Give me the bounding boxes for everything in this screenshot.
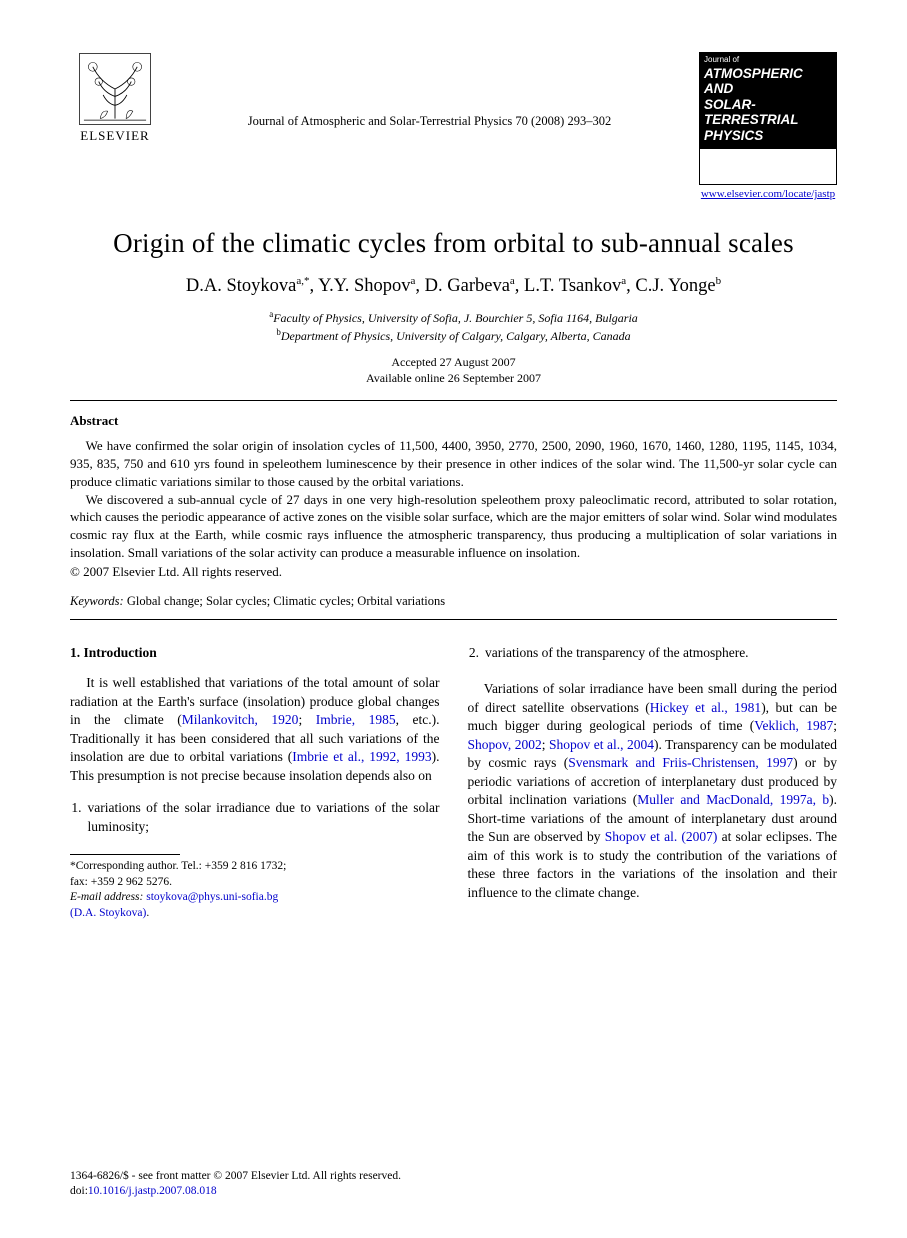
factors-list-right: variations of the transparency of the at… [468,644,838,662]
right-paragraph: Variations of solar irradiance have been… [468,680,838,902]
authors-line: D.A. Stoykovaa,*, Y.Y. Shopova, D. Garbe… [70,275,837,297]
journal-cover-title-l2: SOLAR-TERRESTRIAL [704,97,799,128]
cite-svensmark-1997[interactable]: Svensmark and Friis-Christensen, 1997 [568,755,793,770]
right-column: variations of the transparency of the at… [468,644,838,921]
author-4-aff: a [621,275,626,287]
section-1-heading: 1. Introduction [70,644,440,662]
author-1-aff: a,* [296,275,309,287]
corresponding-label: *Corresponding author. Tel.: [70,860,205,872]
corresponding-name-link[interactable]: (D.A. Stoykova) [70,907,146,919]
keywords-label: Keywords: [70,594,124,608]
affiliation-a: Faculty of Physics, University of Sofia,… [273,311,638,325]
body-columns: 1. Introduction It is well established t… [70,644,837,921]
journal-homepage-link[interactable]: www.elsevier.com/locate/jastp [701,188,835,200]
keywords-list: Global change; Solar cycles; Climatic cy… [124,594,445,608]
journal-cover-body [700,148,836,184]
author-5-aff: b [716,275,722,287]
factor-2: variations of the transparency of the at… [482,644,837,662]
article-title: Origin of the climatic cycles from orbit… [70,228,837,259]
fax-number: +359 2 962 5276 [91,876,169,888]
header-citation: Journal of Atmospheric and Solar-Terrest… [160,52,699,129]
email-label: E-mail address: [70,891,143,903]
journal-link-wrap: www.elsevier.com/locate/jastp [699,188,837,200]
right-text-d: ; [542,737,549,752]
journal-cover-title-l3: PHYSICS [704,128,763,143]
corresponding-email-link[interactable]: stoykova@phys.uni-sofia.bg [146,891,278,903]
author-2-aff: a [411,275,416,287]
affiliations: aFaculty of Physics, University of Sofia… [70,308,837,344]
author-2: Y.Y. Shopov [318,277,410,297]
author-3-aff: a [510,275,515,287]
publisher-logo-block: ELSEVIER [70,52,160,144]
cite-veklich-1987[interactable]: Veklich, 1987 [754,718,833,733]
journal-cover-title: ATMOSPHERIC AND SOLAR-TERRESTRIAL PHYSIC… [700,66,836,149]
page-header: ELSEVIER Journal of Atmospheric and Sola… [70,52,837,200]
cite-shopov-2007[interactable]: Shopov et al. (2007) [605,829,718,844]
author-1: D.A. Stoykova [186,277,297,297]
journal-cover-title-l1: ATMOSPHERIC AND [704,66,803,97]
rule-top [70,400,837,401]
affiliation-b: Department of Physics, University of Cal… [281,329,631,343]
right-text-c: ; [833,718,837,733]
author-3: D. Garbeva [425,277,510,297]
intro-text-b: ; [298,712,315,727]
cite-shopov-2004[interactable]: Shopov et al., 2004 [549,737,654,752]
elsevier-tree-icon [78,52,152,126]
journal-cover-block: Journal of ATMOSPHERIC AND SOLAR-TERREST… [699,52,837,200]
publisher-name: ELSEVIER [80,128,149,144]
cite-muller-1997[interactable]: Muller and MacDonald, 1997a, b [637,792,829,807]
abstract-heading: Abstract [70,413,837,429]
rule-bottom [70,619,837,620]
doi-label: doi: [70,1185,88,1197]
factors-list-left: variations of the solar irradiance due t… [70,799,440,836]
cite-shopov-2002[interactable]: Shopov, 2002 [468,737,542,752]
doi-link[interactable]: 10.1016/j.jastp.2007.08.018 [88,1185,217,1197]
left-column: 1. Introduction It is well established t… [70,644,440,921]
cite-imbrie-1985[interactable]: Imbrie, 1985 [316,712,396,727]
keywords-line: Keywords: Global change; Solar cycles; C… [70,594,837,609]
date-online: Available online 26 September 2007 [366,371,541,385]
fax-label: fax: [70,876,91,888]
footnotes: *Corresponding author. Tel.: +359 2 816 … [70,859,440,921]
intro-paragraph: It is well established that variations o… [70,674,440,785]
author-5: C.J. Yonge [635,277,715,297]
cite-hickey-1981[interactable]: Hickey et al., 1981 [650,700,761,715]
page-footer-meta: 1364-6826/$ - see front matter © 2007 El… [70,1169,401,1200]
article-dates: Accepted 27 August 2007 Available online… [70,354,837,386]
abstract-copyright: © 2007 Elsevier Ltd. All rights reserved… [70,564,837,580]
footnote-separator [70,854,180,855]
abstract-body: We have confirmed the solar origin of in… [70,437,837,562]
abstract-p2: We discovered a sub-annual cycle of 27 d… [70,491,837,562]
factor-1: variations of the solar irradiance due t… [85,799,440,836]
author-4: L.T. Tsankov [524,277,621,297]
journal-cover: Journal of ATMOSPHERIC AND SOLAR-TERREST… [699,52,837,185]
journal-cover-top: Journal of [700,53,836,66]
corresponding-tel: +359 2 816 1732 [205,860,283,872]
cite-imbrie-1992-1993[interactable]: Imbrie et al., 1992, 1993 [292,749,431,764]
abstract-p1: We have confirmed the solar origin of in… [70,437,837,490]
issn-line: 1364-6826/$ - see front matter © 2007 El… [70,1170,401,1182]
cite-milankovitch-1920[interactable]: Milankovitch, 1920 [182,712,299,727]
date-accepted: Accepted 27 August 2007 [391,355,515,369]
